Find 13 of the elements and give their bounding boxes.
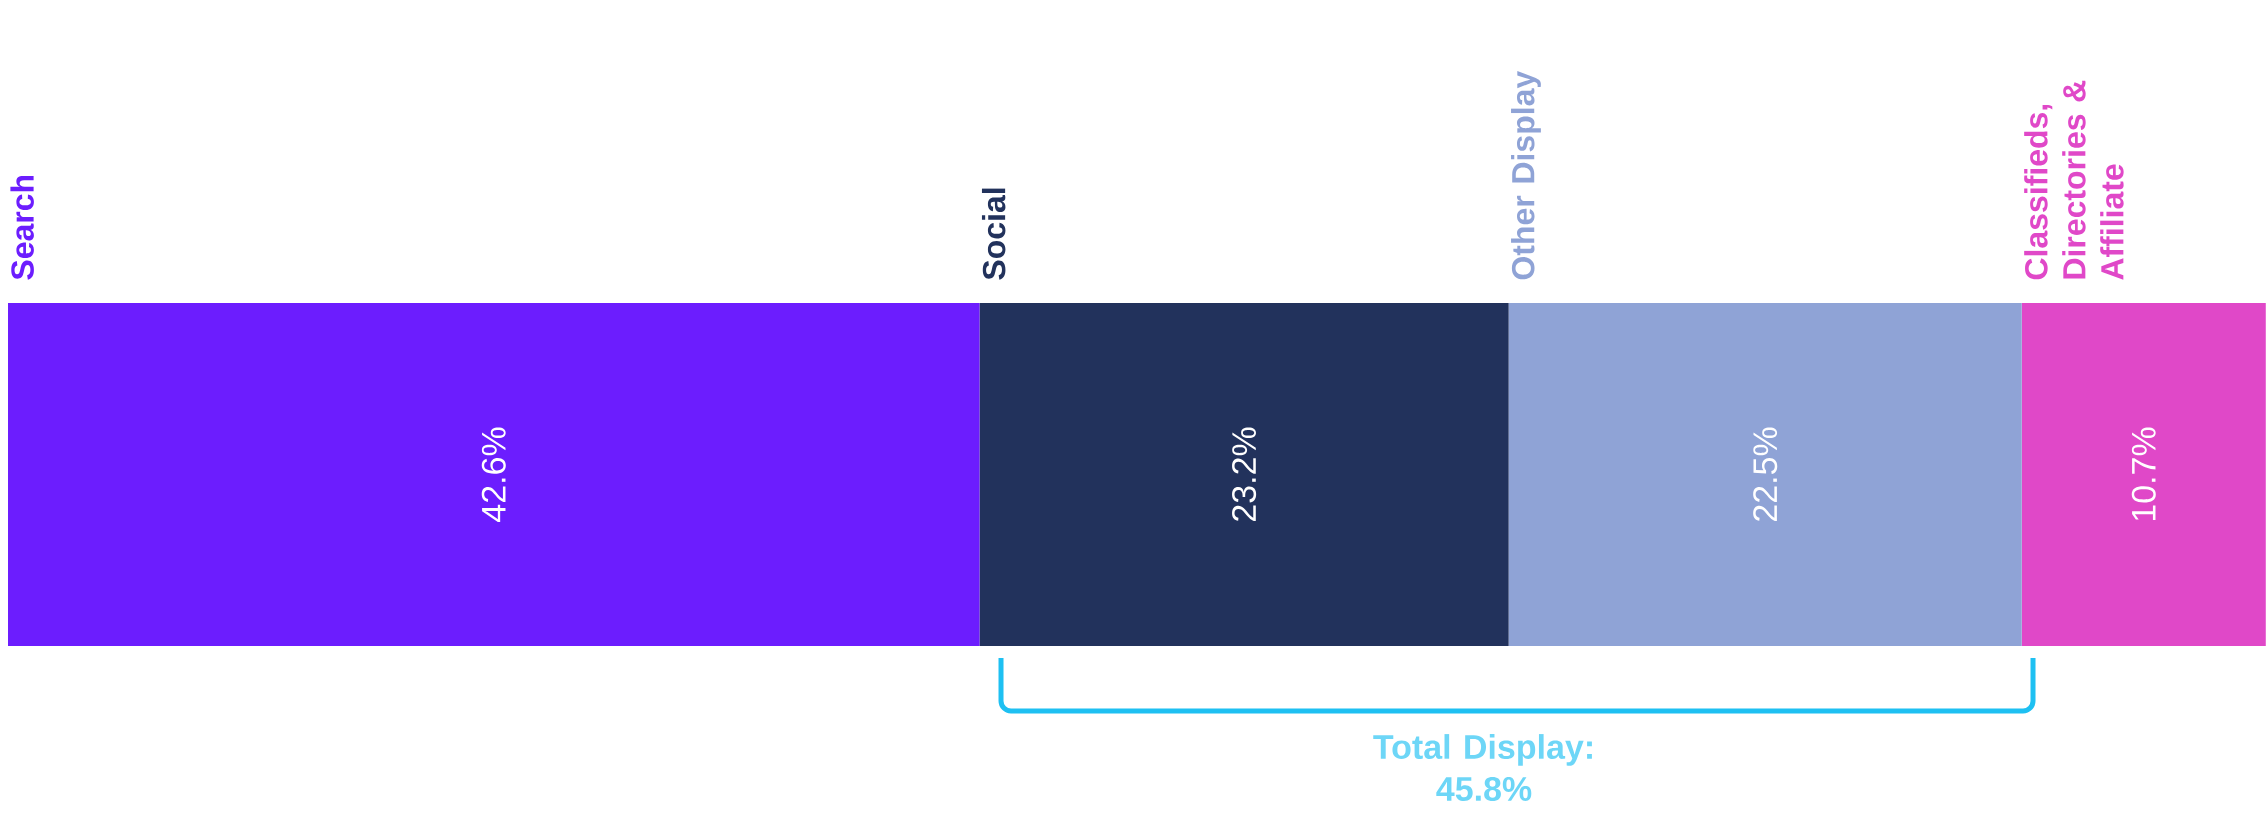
bar (979, 303, 1509, 647)
data-label: 22.5% (1753, 427, 1778, 521)
text: Other Display (1511, 70, 1541, 280)
text: Search (10, 175, 34, 280)
data-label: 10.7% (2131, 427, 2156, 521)
bar (8, 303, 980, 647)
data-label: 42.6% (481, 427, 506, 522)
bar (2021, 303, 2266, 647)
text: Classifieds, Directories & Affiliate (2024, 80, 2124, 280)
data-label: 23.2% (1232, 427, 1257, 521)
text: Total Display: 45.8% (1373, 734, 1592, 802)
bar (1508, 303, 2022, 647)
text: Social (981, 188, 1006, 280)
